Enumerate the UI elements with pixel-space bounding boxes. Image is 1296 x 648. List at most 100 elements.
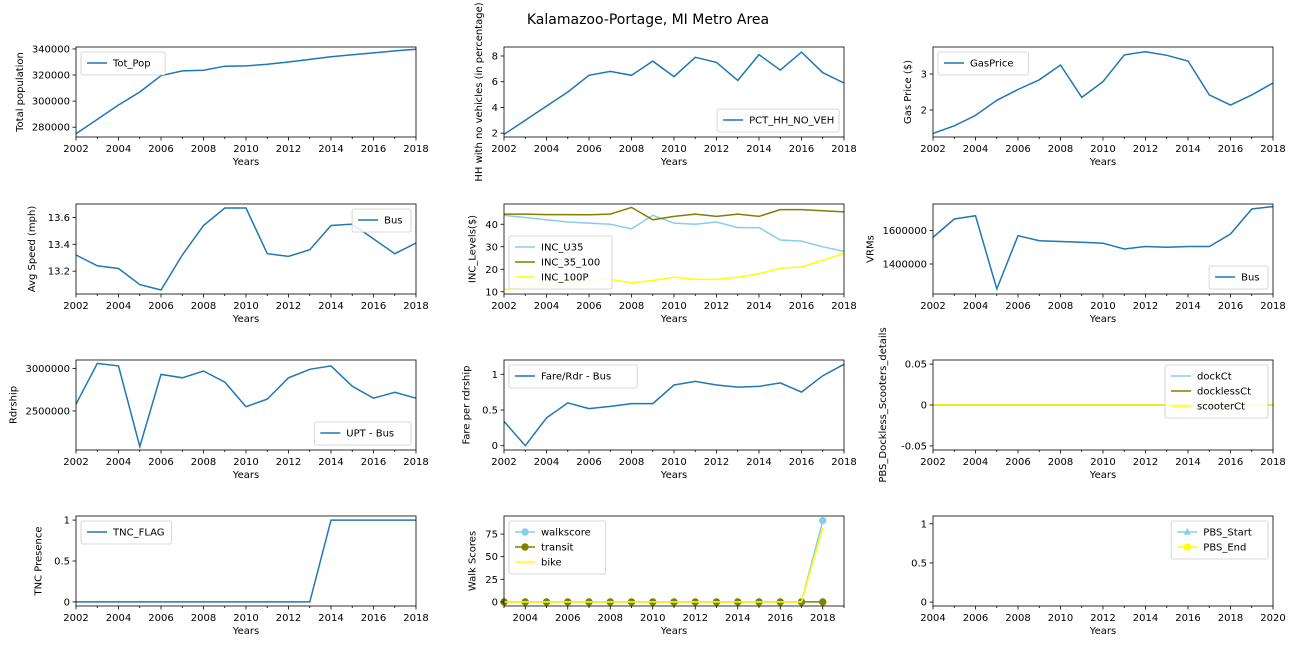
legend-label: docklessCt [1197,387,1251,398]
legend-label: INC_35_100 [541,258,600,269]
x-axis-label: Years [660,626,687,637]
x-tick-label: 2018 [1218,613,1243,624]
x-tick-label: 2016 [361,301,386,312]
x-tick-label: 2008 [1048,457,1073,468]
x-tick-label: 2008 [191,457,216,468]
y-tick-label: 4 [492,103,498,114]
x-tick-label: 2014 [1175,301,1200,312]
x-axis-label: Years [1089,470,1116,481]
x-tick-label: 2002 [920,457,945,468]
y-axis-label: VRMs [866,235,877,263]
y-tick-label: 0.5 [482,406,498,417]
x-tick-label: 2012 [276,301,301,312]
y-axis-label: PBS_Dockless_Scooters_details [878,327,889,482]
x-tick-label: 2010 [1090,144,1115,155]
x-tick-label: 2010 [1090,301,1115,312]
x-tick-label: 2010 [233,613,258,624]
x-tick-label: 2008 [191,301,216,312]
x-tick-label: 2002 [491,457,516,468]
x-tick-label: 2010 [661,301,686,312]
y-tick-label: 0 [492,597,498,608]
y-tick-label: 340000 [32,44,70,55]
x-tick-label: 2006 [148,613,173,624]
y-tick-label: 13.4 [48,240,70,251]
legend-box [508,235,613,290]
y-tick-label: 8 [492,52,498,63]
chart-11: 2004 2006 2008 2010 2012 2014 2016 2018 0 25 50 75 Y… [468,515,845,637]
legend-label: PBS_Start [1203,528,1252,539]
legend: Tot_Pop [80,51,166,76]
x-tick-label: 2010 [233,457,258,468]
legend-label: Tot_Pop [112,59,151,70]
x-axis-label: Years [660,470,687,481]
x-tick-label: 2016 [789,144,814,155]
legend-box [1170,520,1269,560]
x-tick-label: 2006 [576,457,601,468]
x-tick-label: 2008 [191,144,216,155]
series-line-1 [932,205,1274,292]
x-tick-label: 2006 [1005,457,1030,468]
y-tick-label: 300000 [32,97,70,108]
legend-box [351,208,412,233]
x-tick-label: 2018 [403,457,428,468]
x-tick-label: 2002 [491,301,516,312]
x-tick-label: 2018 [403,144,428,155]
x-tick-label: 2006 [148,144,173,155]
x-tick-label: 2014 [1175,457,1200,468]
chart-7: 2002 2004 2006 2008 2010 2012 2014 2016 2018 2500… [9,359,429,481]
x-tick-label: 2004 [963,144,988,155]
x-tick-label: 2004 [963,457,988,468]
x-tick-label: 2018 [403,301,428,312]
legend-box [937,51,1029,76]
x-tick-label: 2018 [810,613,835,624]
x-tick-label: 2012 [704,457,729,468]
series-line-2 [504,206,845,221]
legend: Bus [1208,265,1269,290]
x-tick-label: 2016 [789,457,814,468]
x-tick-label: 2016 [361,144,386,155]
x-tick-label: 2010 [661,457,686,468]
x-tick-label: 2002 [63,613,88,624]
legend: GasPrice [937,51,1029,76]
chart-8: 2002 2004 2006 2008 2010 2012 2014 2016 2018 0 0.5… [461,359,857,481]
y-axis-label: INC_Levels($) [468,215,479,283]
chart-9: 2002 2004 2006 2008 2010 2012 2014 2016 2018 -0.0… [878,327,1286,482]
x-tick-label: 2014 [725,613,750,624]
y-tick-label: 13.2 [48,267,70,278]
y-tick-label: 0 [64,597,70,608]
x-tick-label: 2008 [1005,613,1030,624]
x-tick-label: 2012 [683,613,708,624]
data-point [819,516,827,525]
legend-label: scooterCt [1197,402,1245,413]
x-tick-label: 2004 [106,457,131,468]
x-tick-label: 2018 [1260,301,1285,312]
x-tick-label: 2018 [1260,144,1285,155]
x-tick-label: 2004 [963,301,988,312]
x-axis-label: Years [232,470,259,481]
legend-label: walkscore [541,528,591,539]
x-tick-label: 2006 [1005,301,1030,312]
y-tick-label: 0 [921,598,927,609]
x-tick-label: 2012 [704,301,729,312]
y-axis-label: Gas Price ($) [903,60,914,124]
legend-label: dockCt [1197,372,1232,383]
legend-label: INC_U35 [541,243,583,254]
legend-box [1164,364,1269,419]
x-tick-label: 2012 [1090,613,1115,624]
x-tick-label: 2002 [920,301,945,312]
x-tick-label: 2002 [63,301,88,312]
chart-1: 2002 2004 2006 2008 2010 2012 2014 2016 2018 2800… [15,44,429,168]
x-tick-label: 2018 [831,457,856,468]
x-tick-label: 2012 [1133,144,1158,155]
x-tick-label: 2020 [1260,613,1285,624]
y-tick-label: -0.05 [901,441,927,452]
x-axis-label: Years [1089,314,1116,325]
legend-label: PBS_End [1203,543,1246,554]
y-tick-label: 3000000 [25,364,70,375]
x-tick-label: 2012 [276,613,301,624]
chart-6: 2002 2004 2006 2008 2010 2012 2014 2016 2018 1400… [866,203,1286,325]
x-tick-label: 2010 [233,144,258,155]
y-tick-label: 0.05 [905,360,927,371]
x-axis-label: Years [232,626,259,637]
series-line-1 [503,363,845,447]
